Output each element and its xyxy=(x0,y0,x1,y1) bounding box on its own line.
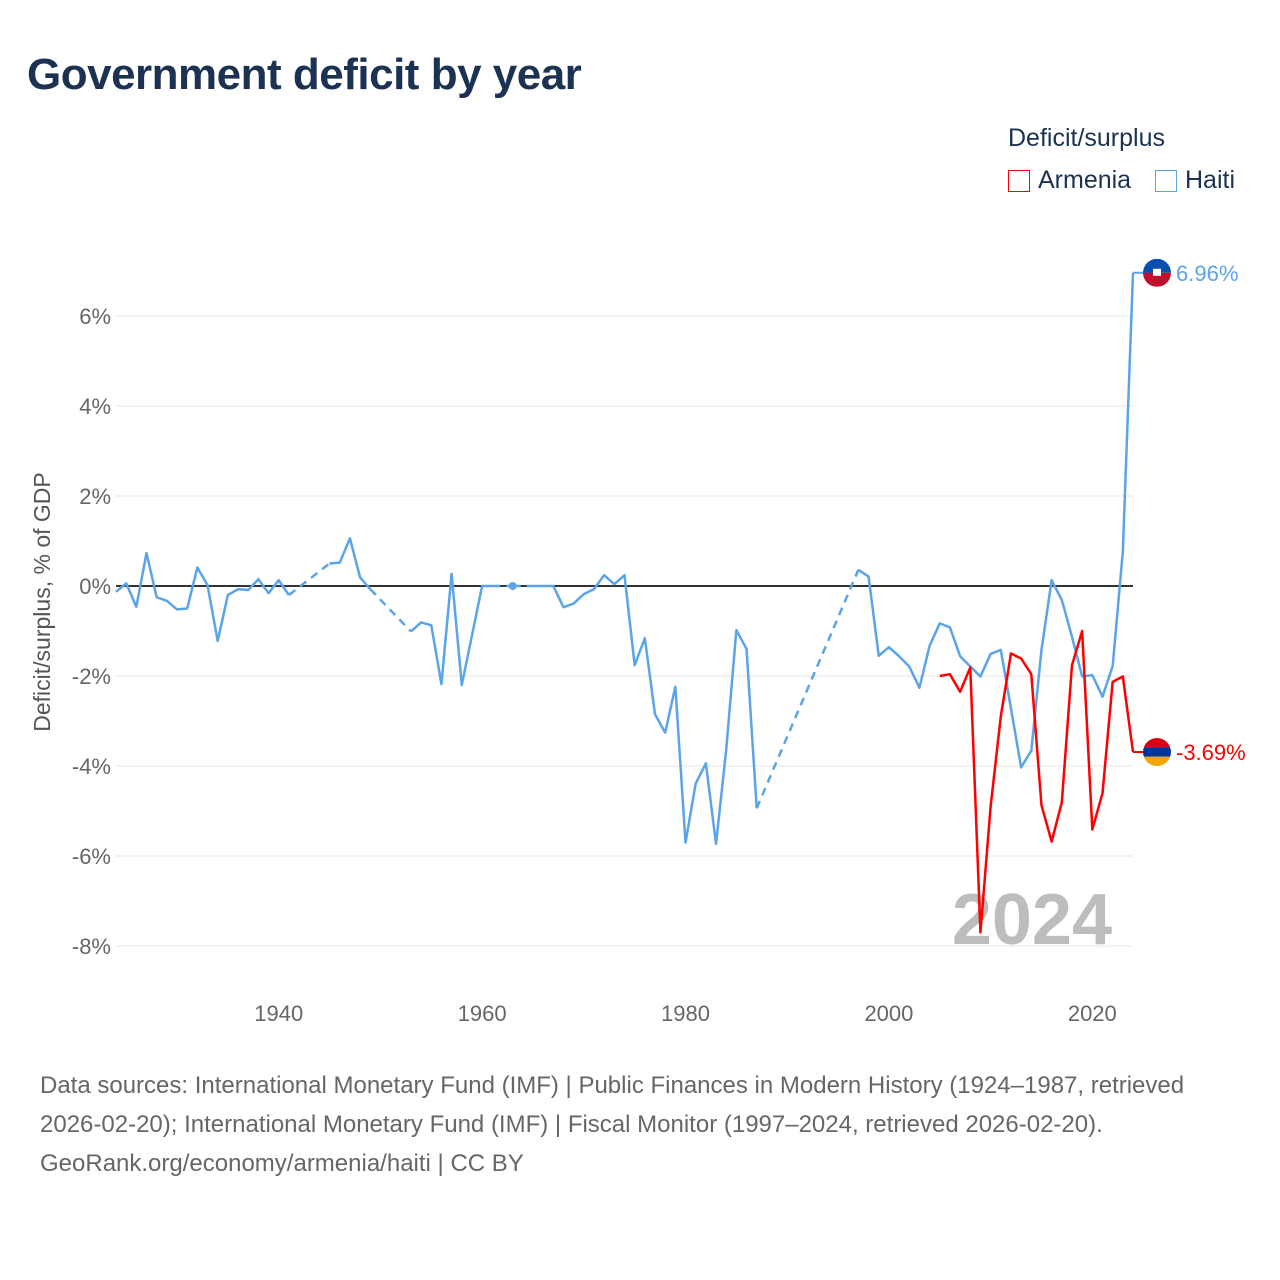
credit-link[interactable]: GeoRank.org/economy/armenia/haiti | CC B… xyxy=(40,1150,524,1177)
legend-label-haiti: Haiti xyxy=(1185,166,1236,194)
haiti-gap-dashed-line xyxy=(755,569,860,809)
y-tick-label: -8% xyxy=(72,934,111,959)
haiti-line-segment xyxy=(115,551,290,643)
legend-label-armenia: Armenia xyxy=(1038,166,1132,194)
armenia-end-value-label: -3.69% xyxy=(1176,740,1246,765)
y-tick-label: 6% xyxy=(79,304,111,329)
y-tick-label: 4% xyxy=(79,394,111,419)
y-axis-label: Deficit/surplus, % of GDP xyxy=(29,472,55,731)
haiti-gap-dashed-line xyxy=(288,562,331,596)
haiti-line-segment xyxy=(329,537,372,590)
haiti-end-value-label: 6.96% xyxy=(1176,261,1238,286)
chart-title: Government deficit by year xyxy=(27,50,582,99)
haiti-flag-icon xyxy=(1143,258,1171,287)
y-tick-label: 0% xyxy=(79,574,111,599)
x-tick-label: 1940 xyxy=(254,1001,303,1026)
legend-item-armenia[interactable]: Armenia xyxy=(1008,166,1131,195)
line-chart: 6% 4% 2% 0% -2% -4% -6% -8% 1940 1960 1980 2000 2020… xyxy=(29,258,1246,1026)
haiti-line-segment xyxy=(857,272,1135,769)
y-tick-label: -4% xyxy=(72,754,111,779)
legend-swatch-armenia xyxy=(1008,169,1030,192)
legend-swatch-haiti xyxy=(1155,169,1177,192)
x-tick-label: 2000 xyxy=(864,1001,913,1026)
x-tick-label: 1980 xyxy=(661,1001,710,1026)
armenia-flag-icon xyxy=(1143,738,1171,767)
data-sources: Data sources: International Monetary Fun… xyxy=(40,1072,1185,1138)
y-tick-label: 2% xyxy=(79,484,111,509)
y-tick-label: -6% xyxy=(72,844,111,869)
legend-title: Deficit/surplus xyxy=(1008,124,1165,152)
legend-item-haiti[interactable]: Haiti xyxy=(1155,166,1235,195)
haiti-line-segment xyxy=(410,572,493,687)
year-watermark: 2024 xyxy=(952,880,1112,960)
armenia-line-segment xyxy=(939,629,1135,934)
x-tick-label: 2020 xyxy=(1068,1001,1117,1026)
y-tick-label: -2% xyxy=(72,664,111,689)
x-tick-label: 1960 xyxy=(458,1001,507,1026)
haiti-gap-dashed-line xyxy=(369,588,412,633)
haiti-line-segment xyxy=(532,573,758,846)
footer: Data sources: International Monetary Fun… xyxy=(40,1066,1240,1183)
